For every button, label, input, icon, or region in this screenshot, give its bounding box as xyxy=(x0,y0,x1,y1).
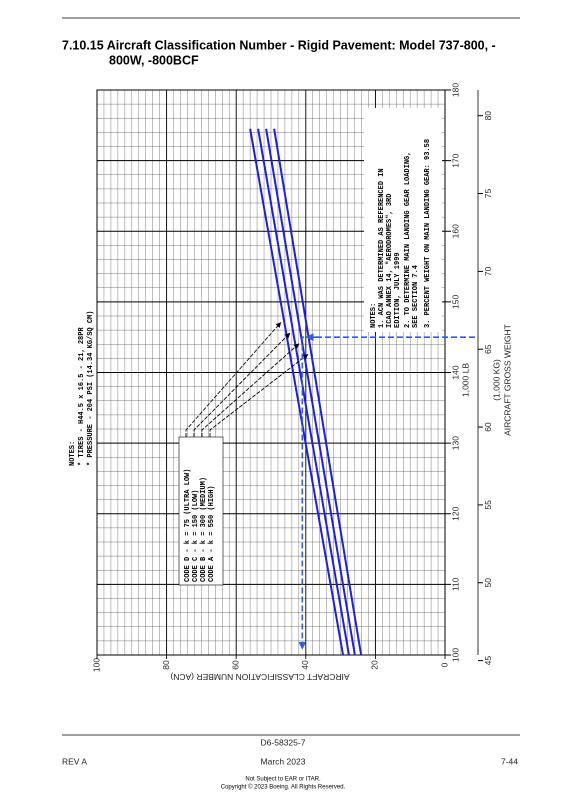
x2-tick-label: 60 xyxy=(483,422,493,432)
y-tick-label: 60 xyxy=(230,660,240,670)
page-number: 7-44 xyxy=(501,756,518,766)
x2-tick-label: 70 xyxy=(483,266,493,276)
x-tick-label: 110 xyxy=(450,577,460,591)
date: March 2023 xyxy=(261,756,306,766)
title: 800W, -800BCF xyxy=(109,53,199,67)
x2-tick-label: 55 xyxy=(483,500,493,510)
x2-unit: (1,000 KG) xyxy=(491,359,501,401)
note: 1. ACN WAS DETERMINED AS REFERENCED IN xyxy=(378,168,386,328)
tire-note: * PRESSURE - 204 PSI (14.34 KG/SQ CM) xyxy=(87,311,95,466)
footer: Copyright © 2023 Boeing. All Rights Rese… xyxy=(221,784,346,791)
x2-tick-label: 80 xyxy=(483,111,493,121)
doc-number: D6-58325-7 xyxy=(261,737,306,747)
x2-tick-label: 45 xyxy=(483,656,493,666)
y-tick-label: 40 xyxy=(300,660,310,670)
y-tick-label: 80 xyxy=(161,660,171,670)
note: 3. PERCENT WEIGHT ON MAIN LANDING GEAR: … xyxy=(424,139,432,328)
note: 2. TO DETERMINE MAIN LANDING GEAR LOADIN… xyxy=(404,152,412,328)
legend-entry: CODE A - k = 550 (HIGH) xyxy=(208,485,216,582)
leader xyxy=(193,332,291,437)
x-tick-label: 150 xyxy=(450,295,460,309)
y-tick-label: 20 xyxy=(370,660,380,670)
x-tick-label: 120 xyxy=(450,506,460,520)
series-line xyxy=(257,128,350,656)
legend-box xyxy=(178,436,224,586)
series-line xyxy=(265,128,356,656)
example-line xyxy=(298,336,475,650)
y-tick-label: 100 xyxy=(91,658,101,672)
footer: Not Subject to EAR or ITAR. xyxy=(245,777,321,783)
legend-entry: CODE B - k = 300 (MEDIUM) xyxy=(200,477,208,582)
series-line xyxy=(273,128,363,656)
note: EDITION, JULY 1999 xyxy=(394,252,402,328)
x2-tick-label: 65 xyxy=(483,344,493,354)
x-tick-label: 170 xyxy=(450,153,460,167)
chart: 0 20 40 60 80 100 100 110 120 130 140 150 160 170 180 4… xyxy=(69,83,512,682)
y-tick-label: 0 xyxy=(439,662,449,667)
x-tick-label: 160 xyxy=(450,224,460,238)
notes-box xyxy=(364,108,442,332)
x-axis-title: AIRCRAFT GROSS WEIGHT xyxy=(502,324,512,436)
title: 7.10.15 Aircraft Classification Number -… xyxy=(62,38,496,52)
tire-note: NOTES: xyxy=(69,441,77,466)
leader xyxy=(185,322,282,437)
x-tick-label: 140 xyxy=(450,365,460,379)
x-tick-label: 130 xyxy=(450,436,460,450)
tire-note: * TIRES - H44.5 x 16.5 - 21, 28PR xyxy=(78,327,86,466)
leader xyxy=(201,343,300,437)
series-line xyxy=(249,128,345,656)
revision: REV A xyxy=(62,756,87,766)
y-axis-title: AIRCRAFT CLASSIFICATION NUMBER (ACN) xyxy=(170,672,349,682)
note: SEE SECTION 7.4 xyxy=(412,265,420,328)
x2-tick-label: 50 xyxy=(483,578,493,588)
leader xyxy=(209,353,309,437)
x-tick-label: 180 xyxy=(450,83,460,97)
note: NOTES: xyxy=(370,303,378,328)
x-unit: 1,000 LB xyxy=(460,363,470,397)
note: ICAO ANNEX 14, "AERODROMES", 3RD xyxy=(386,194,394,328)
x2-tick-label: 75 xyxy=(483,189,493,199)
legend-entry: CODE D - k = 75 (ULTRA LOW) xyxy=(184,469,192,582)
legend-entry: CODE C - k = 150 (LOW) xyxy=(192,490,200,582)
x-tick-label: 100 xyxy=(450,648,460,662)
